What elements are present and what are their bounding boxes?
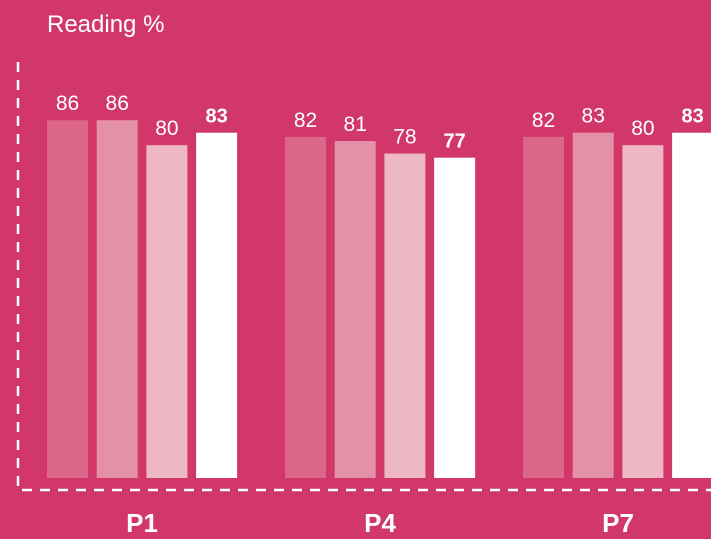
frame [16, 62, 711, 492]
bar [434, 157, 476, 478]
data-label: 78 [393, 126, 416, 149]
bar [523, 136, 564, 478]
data-label: 86 [56, 92, 79, 115]
data-label: 83 [681, 106, 703, 128]
bar [285, 136, 326, 478]
bar [672, 132, 711, 478]
bar [622, 145, 664, 478]
data-label: 82 [294, 109, 317, 132]
data-label: 81 [344, 113, 367, 136]
data-label: 83 [582, 105, 605, 128]
chart-title: Reading % [47, 11, 164, 38]
data-label: 82 [532, 109, 555, 132]
bar [384, 153, 426, 478]
x-tick-label: P4 [364, 508, 396, 538]
bar [196, 132, 238, 478]
data-label: 86 [106, 92, 129, 115]
data-label: 80 [155, 117, 178, 140]
bar [96, 120, 138, 479]
x-tick-label: P7 [602, 508, 634, 538]
data-label: 80 [631, 117, 654, 140]
bar [334, 141, 376, 479]
data-label: 77 [443, 131, 465, 153]
bar [47, 120, 88, 479]
bar [146, 145, 188, 478]
data-label: 83 [205, 106, 227, 128]
x-tick-label: P1 [126, 508, 158, 538]
bar [572, 132, 614, 478]
